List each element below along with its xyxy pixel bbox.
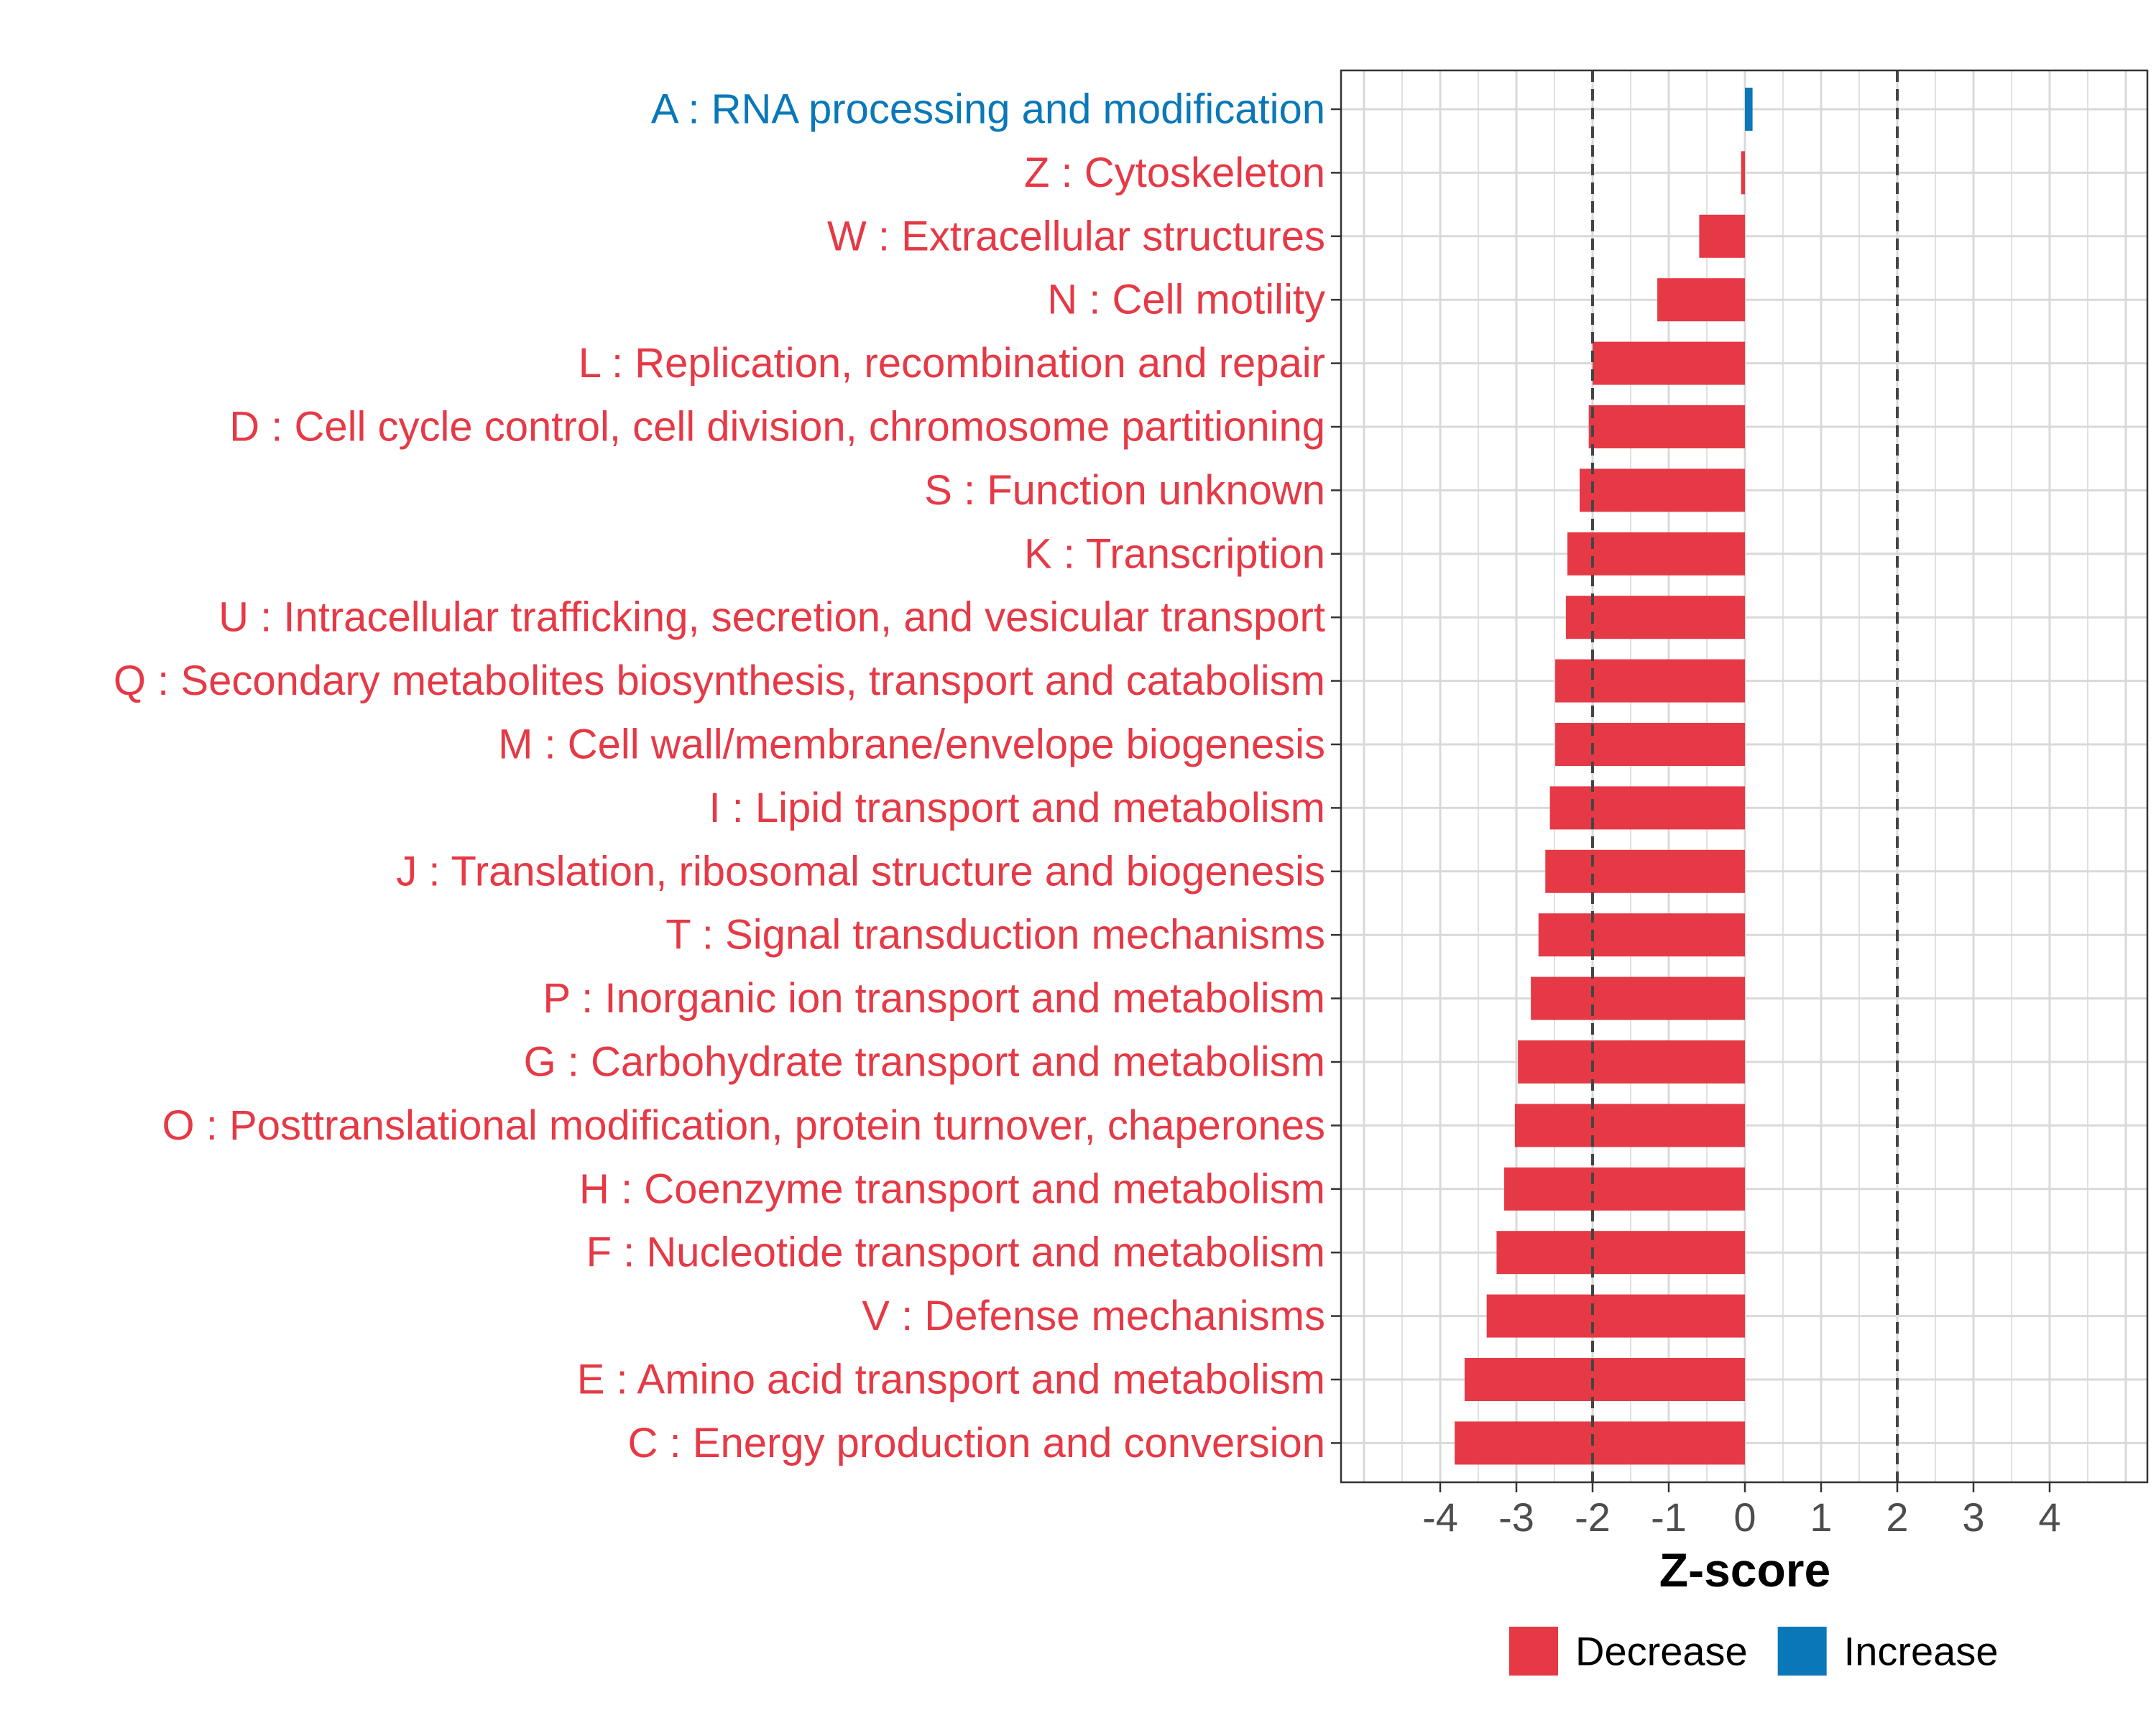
category-label: U : Intracellular trafficking, secretion… [218,594,1325,641]
category-label: A : RNA processing and modification [651,86,1325,133]
category-label: E : Amino acid transport and metabolism [577,1357,1325,1403]
bar [1486,1294,1745,1338]
x-axis: -4 -3 -2 -1 0 1 2 3 4 [1422,1482,2061,1540]
category-label: N : Cell motility [1047,277,1325,323]
bar [1531,976,1745,1020]
bar [1518,1040,1745,1084]
bar [1699,214,1745,258]
bar [1593,341,1745,385]
bar-layer [1455,88,1753,1465]
category-label: I : Lipid transport and metabolism [709,785,1325,831]
category-label: Z : Cytoskeleton [1024,149,1325,196]
x-axis-title: Z-score [1659,1543,1830,1597]
x-tick-label: 3 [1962,1494,1984,1540]
x-tick-label: 2 [1886,1494,1908,1540]
category-label: J : Translation, ribosomal structure and… [396,848,1325,895]
x-tick-label: 1 [1810,1494,1832,1540]
bar [1538,913,1745,957]
bar [1657,278,1745,322]
y-axis: A : RNA processing and modification Z : C… [114,86,1341,1466]
legend-swatch [1509,1627,1558,1676]
legend-swatch [1777,1627,1827,1676]
x-tick-label: 4 [2038,1494,2060,1540]
category-label: K : Transcription [1024,530,1325,577]
category-label: L : Replication, recombination and repai… [579,340,1325,387]
x-tick-label: -1 [1651,1494,1687,1540]
bar [1588,405,1745,448]
reference-lines [1591,70,1899,1482]
legend-label: Decrease [1575,1629,1748,1674]
category-label: D : Cell cycle control, cell division, c… [229,404,1325,451]
legend-label: Increase [1844,1629,1999,1674]
category-label: C : Energy production and conversion [628,1420,1325,1466]
category-label: M : Cell wall/membrane/envelope biogenes… [498,721,1325,768]
bar [1555,723,1745,766]
bar [1555,659,1745,703]
category-label: P : Inorganic ion transport and metaboli… [543,975,1325,1022]
x-tick-label: -2 [1575,1494,1611,1540]
bar [1565,596,1745,639]
x-tick-label: -3 [1498,1494,1534,1540]
bar [1504,1167,1745,1211]
bar [1741,151,1745,195]
x-tick-label: 0 [1733,1494,1756,1540]
bar [1549,786,1745,830]
category-label: O : Posttranslational modification, prot… [162,1102,1325,1149]
bar [1545,849,1745,893]
category-label: V : Defense mechanisms [862,1293,1325,1339]
bar [1514,1104,1745,1147]
bar [1567,532,1745,576]
category-label: W : Extracellular structures [827,213,1325,259]
category-label: G : Carbohydrate transport and metabolis… [524,1039,1325,1086]
bar [1496,1231,1745,1275]
bar [1464,1358,1745,1401]
x-tick-label: -4 [1422,1494,1458,1540]
category-label: T : Signal transduction mechanisms [665,912,1325,958]
legend: Decrease Increase [1509,1627,1998,1676]
bar [1579,468,1745,512]
bar [1455,1421,1745,1465]
category-label: S : Function unknown [924,467,1325,514]
category-label: Q : Secondary metabolites biosynthesis, … [114,657,1325,704]
bar [1745,88,1753,131]
category-label: F : Nucleotide transport and metabolism [586,1229,1325,1276]
category-label: H : Coenzyme transport and metabolism [579,1165,1325,1212]
